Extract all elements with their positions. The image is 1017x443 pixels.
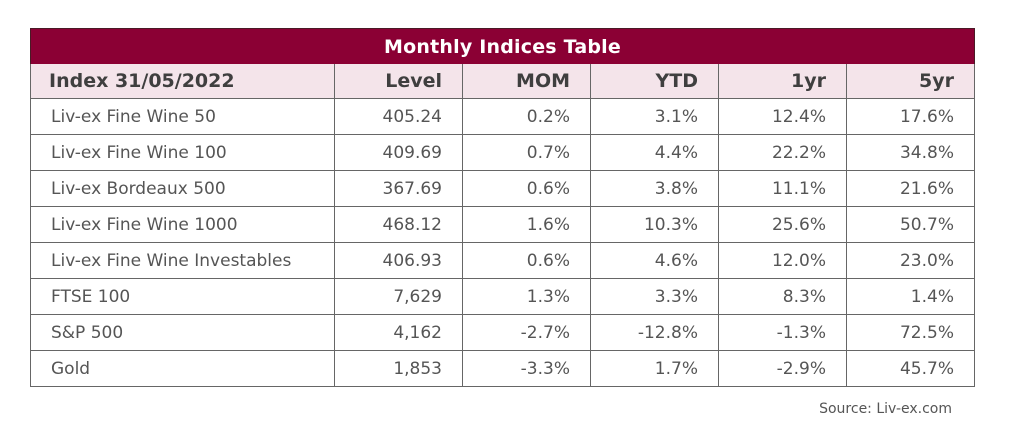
table-title: Monthly Indices Table bbox=[30, 28, 975, 64]
table-row: S&P 500 4,162 -2.7% -12.8% -1.3% 72.5% bbox=[30, 314, 975, 351]
table-row: Liv-ex Bordeaux 500 367.69 0.6% 3.8% 11.… bbox=[30, 170, 975, 207]
row-ytd: -12.8% bbox=[590, 314, 719, 351]
table-row: Liv-ex Fine Wine 100 409.69 0.7% 4.4% 22… bbox=[30, 134, 975, 171]
header-5yr: 5yr bbox=[846, 64, 975, 99]
row-level: 405.24 bbox=[334, 98, 463, 135]
row-1yr: -2.9% bbox=[718, 350, 847, 387]
row-level: 367.69 bbox=[334, 170, 463, 207]
row-mom: 1.6% bbox=[462, 206, 591, 243]
row-ytd: 3.8% bbox=[590, 170, 719, 207]
table-title-row: Monthly Indices Table bbox=[30, 28, 975, 64]
table-row: FTSE 100 7,629 1.3% 3.3% 8.3% 1.4% bbox=[30, 278, 975, 315]
row-mom: 0.6% bbox=[462, 170, 591, 207]
row-ytd: 3.1% bbox=[590, 98, 719, 135]
row-mom: -3.3% bbox=[462, 350, 591, 387]
row-mom: 0.7% bbox=[462, 134, 591, 171]
row-level: 409.69 bbox=[334, 134, 463, 171]
row-1yr: 12.4% bbox=[718, 98, 847, 135]
row-5yr: 50.7% bbox=[846, 206, 975, 243]
row-mom: 1.3% bbox=[462, 278, 591, 315]
row-mom: 0.2% bbox=[462, 98, 591, 135]
row-5yr: 17.6% bbox=[846, 98, 975, 135]
row-1yr: 25.6% bbox=[718, 206, 847, 243]
row-mom: 0.6% bbox=[462, 242, 591, 279]
row-5yr: 34.8% bbox=[846, 134, 975, 171]
header-1yr: 1yr bbox=[718, 64, 847, 99]
indices-table-container: Monthly Indices Table Index 31/05/2022 L… bbox=[30, 28, 975, 387]
row-mom: -2.7% bbox=[462, 314, 591, 351]
table-row: Liv-ex Fine Wine 50 405.24 0.2% 3.1% 12.… bbox=[30, 98, 975, 135]
row-5yr: 45.7% bbox=[846, 350, 975, 387]
row-index-name: S&P 500 bbox=[30, 314, 335, 351]
row-5yr: 1.4% bbox=[846, 278, 975, 315]
row-ytd: 4.6% bbox=[590, 242, 719, 279]
row-level: 406.93 bbox=[334, 242, 463, 279]
row-5yr: 21.6% bbox=[846, 170, 975, 207]
table-row: Gold 1,853 -3.3% 1.7% -2.9% 45.7% bbox=[30, 350, 975, 387]
row-index-name: Liv-ex Fine Wine 100 bbox=[30, 134, 335, 171]
table-row: Liv-ex Fine Wine Investables 406.93 0.6%… bbox=[30, 242, 975, 279]
row-level: 468.12 bbox=[334, 206, 463, 243]
row-ytd: 1.7% bbox=[590, 350, 719, 387]
table-row: Liv-ex Fine Wine 1000 468.12 1.6% 10.3% … bbox=[30, 206, 975, 243]
row-1yr: 11.1% bbox=[718, 170, 847, 207]
table-header-row: Index 31/05/2022 Level MOM YTD 1yr 5yr bbox=[30, 64, 975, 99]
source-caption: Source: Liv-ex.com bbox=[819, 401, 952, 417]
row-index-name: Gold bbox=[30, 350, 335, 387]
header-mom: MOM bbox=[462, 64, 591, 99]
row-index-name: FTSE 100 bbox=[30, 278, 335, 315]
row-level: 1,853 bbox=[334, 350, 463, 387]
row-1yr: 12.0% bbox=[718, 242, 847, 279]
row-ytd: 3.3% bbox=[590, 278, 719, 315]
row-ytd: 10.3% bbox=[590, 206, 719, 243]
row-index-name: Liv-ex Fine Wine 50 bbox=[30, 98, 335, 135]
row-1yr: -1.3% bbox=[718, 314, 847, 351]
row-5yr: 23.0% bbox=[846, 242, 975, 279]
row-ytd: 4.4% bbox=[590, 134, 719, 171]
row-index-name: Liv-ex Fine Wine 1000 bbox=[30, 206, 335, 243]
header-ytd: YTD bbox=[590, 64, 719, 99]
row-index-name: Liv-ex Fine Wine Investables bbox=[30, 242, 335, 279]
row-index-name: Liv-ex Bordeaux 500 bbox=[30, 170, 335, 207]
header-index: Index 31/05/2022 bbox=[30, 64, 335, 99]
row-level: 4,162 bbox=[334, 314, 463, 351]
row-level: 7,629 bbox=[334, 278, 463, 315]
header-level: Level bbox=[334, 64, 463, 99]
monthly-indices-table: Monthly Indices Table Index 31/05/2022 L… bbox=[30, 28, 975, 387]
row-1yr: 8.3% bbox=[718, 278, 847, 315]
row-1yr: 22.2% bbox=[718, 134, 847, 171]
row-5yr: 72.5% bbox=[846, 314, 975, 351]
